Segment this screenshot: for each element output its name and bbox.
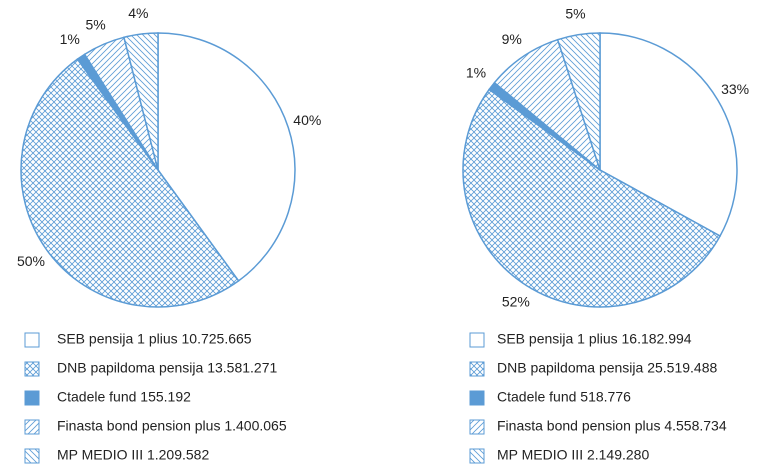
value-label: 52%	[502, 293, 530, 309]
legend-swatch	[24, 332, 40, 348]
legend-label: Ctadele fund 155.192	[57, 389, 191, 405]
value-label: 1%	[466, 64, 486, 80]
pie-slice	[123, 32, 159, 171]
value-label: 9%	[502, 31, 522, 47]
pie-slice	[556, 32, 601, 171]
legend-swatch	[24, 419, 40, 435]
pie-slice	[20, 58, 240, 308]
legend-label: Finasta bond pension plus 1.400.065	[57, 418, 287, 434]
legend-swatch	[469, 419, 485, 435]
legend-label: DNB papildoma pensija 25.519.488	[497, 360, 717, 376]
legend-label: DNB papildoma pensija 13.581.271	[57, 360, 277, 376]
value-label: 33%	[721, 81, 749, 97]
value-label: 4%	[128, 5, 148, 21]
legend-swatch	[24, 448, 40, 464]
pie-slice	[462, 88, 722, 308]
legend-swatch	[24, 390, 40, 406]
legend-label: SEB pensija 1 plius 10.725.665	[57, 331, 252, 347]
legend-swatch	[469, 448, 485, 464]
legend-swatch	[24, 361, 40, 377]
legend-swatch	[469, 332, 485, 348]
value-label: 1%	[60, 31, 80, 47]
legend-label: MP MEDIO III 1.209.582	[57, 447, 209, 463]
pie-slice	[157, 32, 296, 282]
legend-label: SEB pensija 1 plius 16.182.994	[497, 331, 692, 347]
legend-swatch	[469, 361, 485, 377]
legend-swatch	[469, 390, 485, 406]
value-label: 50%	[17, 253, 45, 269]
value-label: 5%	[565, 6, 585, 22]
pie-slice	[599, 32, 738, 238]
legend-label: Ctadele fund 518.776	[497, 389, 631, 405]
legend-label: MP MEDIO III 2.149.280	[497, 447, 649, 463]
legend-label: Finasta bond pension plus 4.558.734	[497, 418, 727, 434]
value-label: 5%	[86, 17, 106, 33]
value-label: 40%	[293, 112, 321, 128]
